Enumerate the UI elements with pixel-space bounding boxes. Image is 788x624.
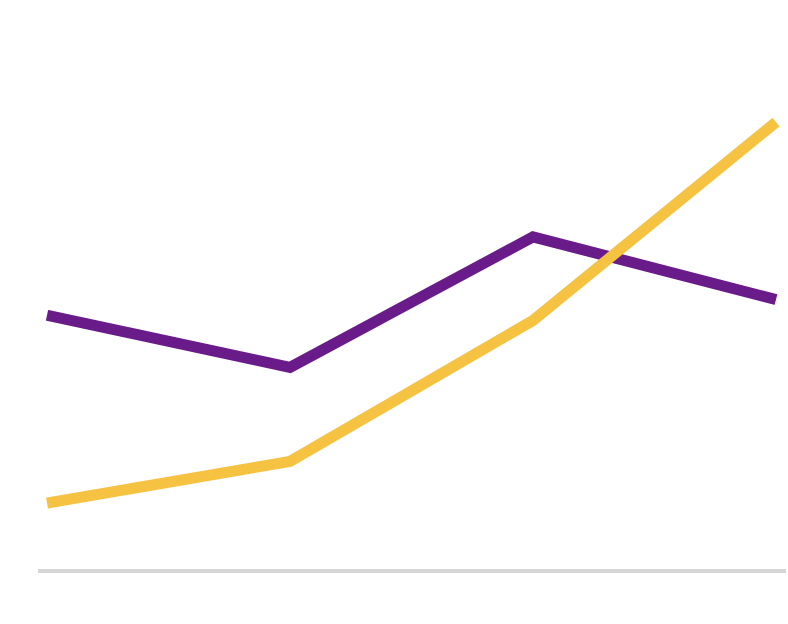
series-layer [45, 117, 780, 509]
series-line-2 [46, 117, 780, 509]
series-line-1 [45, 231, 778, 374]
